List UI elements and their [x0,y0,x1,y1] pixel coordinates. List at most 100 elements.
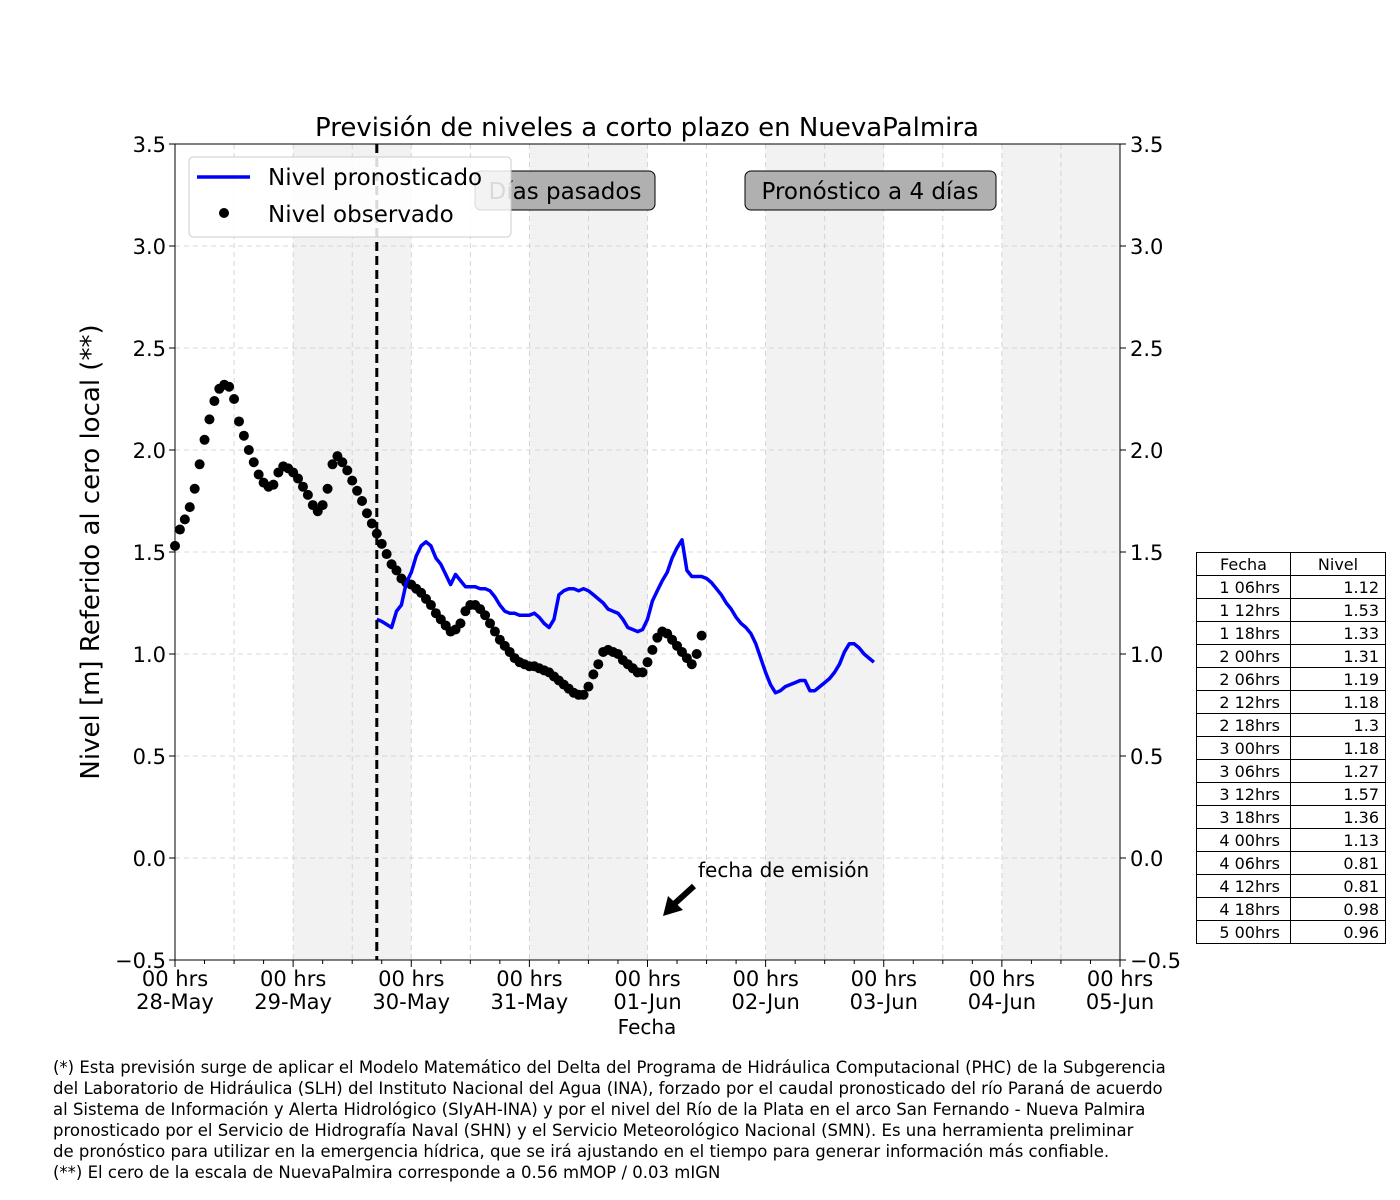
y-tick-label-right: 0.5 [1130,745,1163,769]
observed-point [691,649,702,659]
y-tick-label: 2.0 [133,439,166,463]
forecast-series [376,538,876,695]
forecast-label-box: Pronóstico a 4 días [744,170,997,211]
observed-point [371,528,382,539]
footnote-line: (*) Esta previsión surge de aplicar el M… [53,1058,1166,1077]
observed-point [361,508,372,519]
table-cell-level: 1.31 [1290,644,1386,668]
observed-point [297,481,308,492]
observed-point [647,644,658,655]
observed-point [686,659,697,670]
observed-point [194,459,205,470]
footnote-line: (**) El cero de la escala de NuevaPalmir… [53,1163,721,1182]
legend: Nivel pronosticado Nivel observado [188,156,512,238]
table-row: 3 06hrs 1.27 [1196,759,1386,783]
table-cell-date: 2 06hrs [1196,667,1291,691]
legend-forecast-label: Nivel pronosticado [268,165,482,191]
observed-point [248,457,259,468]
y-tick-label: 2.5 [133,337,166,361]
x-tick-label-date: 28-May [136,990,214,1014]
footnote-line: pronosticado por el Servicio de Hidrogra… [53,1121,1134,1140]
table-cell-level: 1.53 [1290,598,1386,622]
emission-arrow [669,883,697,909]
table-row: 1 12hrs 1.53 [1196,598,1386,622]
table-row: 5 00hrs 0.96 [1196,920,1386,944]
table-cell-level: 1.57 [1290,782,1386,806]
observed-point [455,618,466,629]
table-row: 1 06hrs 1.12 [1196,575,1386,599]
observed-point [425,600,436,611]
table-cell-level: 0.98 [1290,897,1386,921]
table-cell-level: 1.18 [1290,736,1386,760]
observed-point [578,689,589,700]
y-tick-label-right: 3.5 [1130,133,1163,157]
x-tick-label-date: 29-May [254,990,332,1014]
y-tick-label-right: 2.5 [1130,337,1163,361]
table-cell-level: 1.18 [1290,690,1386,714]
table-row: 4 18hrs 0.98 [1196,897,1386,921]
observed-point [347,475,358,486]
x-tick-label-hour: 00 hrs [851,967,917,991]
table-cell-level: 0.81 [1290,851,1386,875]
table-cell-date: 1 12hrs [1196,598,1291,622]
table-cell-level: 1.12 [1290,575,1386,599]
observed-point [376,538,387,549]
y-tick-label-right: 0.0 [1130,847,1163,871]
table-cell-date: 3 06hrs [1196,759,1291,783]
table-cell-level: 1.3 [1290,713,1386,737]
observed-point [174,524,185,535]
y-tick-label: 0.5 [133,745,166,769]
x-tick-label-hour: 00 hrs [614,967,680,991]
y-tick-label-right: 3.0 [1130,235,1163,259]
y-tick-label: 1.5 [133,541,166,565]
footnote: (*) Esta previsión surge de aplicar el M… [53,1057,1253,1183]
observed-point [485,618,495,629]
observed-point [204,414,215,425]
table-row: 3 00hrs 1.18 [1196,736,1386,760]
table-cell-date: 4 00hrs [1196,828,1291,852]
y-ticks-left: −0.5 0.0 0.5 1.0 1.5 2.0 2.5 3.0 3.5 [115,133,175,973]
observed-point [337,457,348,468]
past-label: Días pasados [489,179,642,205]
legend-observed-label: Nivel observado [268,202,454,228]
observed-series [170,379,707,700]
table-row: 3 12hrs 1.57 [1196,782,1386,806]
y-tick-label: 0.0 [133,847,166,871]
table-cell-level: 0.81 [1290,874,1386,898]
x-tick-label-date: 04-Jun [968,990,1036,1014]
table-header-row: Fecha Nivel [1196,552,1386,576]
table-header-level: Nivel [1290,552,1386,576]
x-tick-label-hour: 00 hrs [378,967,444,991]
table-row: 3 18hrs 1.36 [1196,805,1386,829]
observed-point [696,630,707,641]
table-cell-date: 4 18hrs [1196,897,1291,921]
footnote-line: al Sistema de Información y Alerta Hidro… [53,1100,1146,1119]
observed-point [199,434,210,445]
y-tick-label: 1.0 [133,643,166,667]
table-cell-date: 1 18hrs [1196,621,1291,645]
observed-point [238,430,249,441]
footnote-line: del Laboratorio de Hidráulica (SLH) del … [53,1079,1163,1098]
table-row: 2 12hrs 1.18 [1196,690,1386,714]
footnote-line: de pronóstico para utilizar en la emerge… [53,1142,1110,1161]
x-tick-label-hour: 00 hrs [1087,967,1153,991]
observed-point [189,483,200,494]
table-cell-date: 4 12hrs [1196,874,1291,898]
x-tick-label-date: 03-Jun [850,990,918,1014]
observed-point [322,483,333,494]
y-tick-label-right: 1.5 [1130,541,1163,565]
table-cell-date: 4 06hrs [1196,851,1291,875]
x-tick-label-date: 05-Jun [1086,990,1154,1014]
table-cell-level: 1.27 [1290,759,1386,783]
y-tick-label: 3.0 [133,235,166,259]
observed-point [317,500,328,511]
table-row: 4 06hrs 0.81 [1196,851,1386,875]
observed-point [293,473,304,484]
table-cell-date: 3 18hrs [1196,805,1291,829]
forecast-label: Pronóstico a 4 días [762,179,979,205]
table-row: 2 18hrs 1.3 [1196,713,1386,737]
y-tick-label-right: −0.5 [1130,949,1181,973]
table-cell-level: 1.19 [1290,667,1386,691]
table-header-date: Fecha [1196,552,1291,576]
